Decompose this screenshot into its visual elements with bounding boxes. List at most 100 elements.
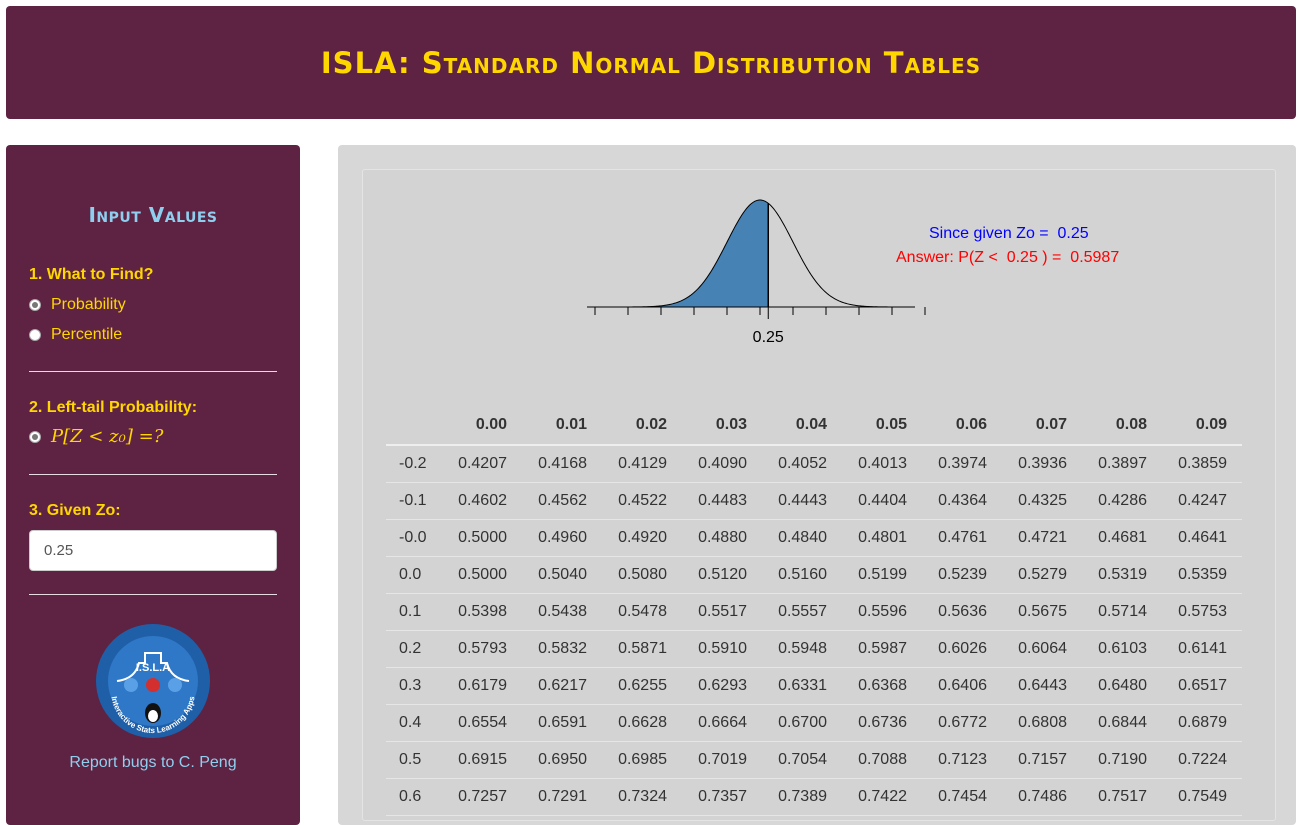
probability-cell: 0.5753 [1162, 593, 1242, 631]
option-probability[interactable]: Probability [29, 296, 126, 314]
probability-cell: 0.5279 [1002, 556, 1082, 594]
probability-cell: 0.5793 [442, 630, 522, 668]
probability-cell: 0.4840 [762, 519, 842, 557]
column-header: 0.08 [1082, 406, 1162, 446]
probability-cell: 0.6844 [1082, 704, 1162, 742]
probability-cell: 0.7088 [842, 741, 922, 779]
row-z-value: -0.0 [386, 519, 442, 557]
table-row: -0.2 0.4207 0.4168 0.4129 0.4090 0.4052 0.4013… [386, 445, 1242, 483]
probability-cell: 0.5557 [762, 593, 842, 631]
probability-cell: 0.5438 [522, 593, 602, 631]
probability-cell: 0.4443 [762, 482, 842, 520]
probability-cell: 0.6179 [442, 667, 522, 705]
isla-logo: I.S.L.A Interactive Stats Learning Apps [95, 623, 211, 739]
probability-cell: 0.4483 [682, 482, 762, 520]
probability-cell: 0.6026 [922, 630, 1002, 668]
row-z-value: 0.4 [386, 704, 442, 742]
probability-cell: 0.4562 [522, 482, 602, 520]
row-z-value: -0.2 [386, 445, 442, 483]
left-tail-radio[interactable] [29, 430, 41, 443]
probability-cell: 0.6293 [682, 667, 762, 705]
probability-cell: 0.5517 [682, 593, 762, 631]
probability-cell: 0.7517 [1082, 778, 1162, 816]
probability-cell: 0.4681 [1082, 519, 1162, 557]
probability-cell: 0.5040 [522, 556, 602, 594]
probability-cell: 0.6772 [922, 704, 1002, 742]
probability-cell: 0.7224 [1162, 741, 1242, 779]
probability-cell: 0.6915 [442, 741, 522, 779]
probability-cell: 0.4522 [602, 482, 682, 520]
probability-cell: 0.5199 [842, 556, 922, 594]
probability-cell: 0.5910 [682, 630, 762, 668]
sidebar-heading: Input Values [88, 203, 218, 227]
probability-cell: 0.7486 [1002, 778, 1082, 816]
probability-cell: 0.5000 [442, 556, 522, 594]
column-header: 0.01 [522, 406, 602, 446]
probability-cell: 0.6255 [602, 667, 682, 705]
probability-cell: 0.5160 [762, 556, 842, 594]
report-bugs-link[interactable]: Report bugs to C. Peng [69, 754, 237, 771]
zo-input[interactable] [29, 530, 277, 571]
probability-cell: 0.6591 [522, 704, 602, 742]
probability-cell: 0.4641 [1162, 519, 1242, 557]
probability-cell: 0.3897 [1082, 445, 1162, 483]
probability-cell: 0.6443 [1002, 667, 1082, 705]
probability-cell: 0.6141 [1162, 630, 1242, 668]
probability-cell: 0.5871 [602, 630, 682, 668]
column-header: 0.04 [762, 406, 842, 446]
probability-cell: 0.4602 [442, 482, 522, 520]
probability-cell: 0.3859 [1162, 445, 1242, 483]
row-z-value: 0.3 [386, 667, 442, 705]
probability-cell: 0.7422 [842, 778, 922, 816]
table-row: 0.0 0.5000 0.5040 0.5080 0.5120 0.5160 0.5199 0… [386, 556, 1242, 594]
app-title: ISLA: Standard Normal Distribution Table… [320, 45, 982, 80]
probability-radio[interactable] [29, 299, 41, 311]
given-zo-text: Since given Zo = 0.25 [929, 225, 1089, 242]
divider [29, 594, 277, 595]
probability-cell: 0.5120 [682, 556, 762, 594]
divider [29, 371, 277, 372]
probability-cell: 0.3974 [922, 445, 1002, 483]
probability-cell: 0.7454 [922, 778, 1002, 816]
probability-cell: 0.7257 [442, 778, 522, 816]
column-header: 0.00 [442, 406, 522, 446]
probability-cell: 0.6217 [522, 667, 602, 705]
table-header-row: 0.00 0.01 0.02 0.03 0.04 0.05 0.06 0.07 0.08 0.09 [386, 406, 1242, 446]
probability-cell: 0.5948 [762, 630, 842, 668]
z-table: 0.00 0.01 0.02 0.03 0.04 0.05 0.06 0.07 0.08 0.09… [386, 406, 1242, 816]
probability-cell: 0.6480 [1082, 667, 1162, 705]
probability-cell: 0.4090 [682, 445, 762, 483]
axis-ticks [594, 307, 926, 319]
probability-cell: 0.6368 [842, 667, 922, 705]
probability-cell: 0.6700 [762, 704, 842, 742]
shaded-left-tail [587, 200, 769, 307]
row-z-value: 0.1 [386, 593, 442, 631]
probability-cell: 0.4247 [1162, 482, 1242, 520]
probability-cell: 0.5080 [602, 556, 682, 594]
table-row: 0.2 0.5793 0.5832 0.5871 0.5910 0.5948 0.5987 0… [386, 630, 1242, 668]
row-z-value: 0.2 [386, 630, 442, 668]
probability-cell: 0.6628 [602, 704, 682, 742]
probability-cell: 0.6950 [522, 741, 602, 779]
given-zo-label: 3. Given Zo: [29, 502, 121, 519]
column-header: 0.05 [842, 406, 922, 446]
column-header: 0.06 [922, 406, 1002, 446]
option-percentile[interactable]: Percentile [29, 326, 122, 344]
probability-cell: 0.6808 [1002, 704, 1082, 742]
probability-cell: 0.6406 [922, 667, 1002, 705]
probability-cell: 0.5319 [1082, 556, 1162, 594]
option-left-tail[interactable]: P[Z < z₀] =? [29, 426, 163, 447]
probability-cell: 0.4325 [1002, 482, 1082, 520]
probability-cell: 0.4052 [762, 445, 842, 483]
percentile-radio[interactable] [29, 329, 41, 341]
probability-cell: 0.7157 [1002, 741, 1082, 779]
probability-cell: 0.7324 [602, 778, 682, 816]
probability-cell: 0.5714 [1082, 593, 1162, 631]
left-tail-formula: P[Z < z₀] =? [51, 426, 164, 447]
probability-cell: 0.6554 [442, 704, 522, 742]
row-z-value: 0.6 [386, 778, 442, 816]
probability-cell: 0.7054 [762, 741, 842, 779]
row-z-value: 0.5 [386, 741, 442, 779]
probability-label: Probability [51, 296, 126, 313]
probability-cell: 0.7123 [922, 741, 1002, 779]
